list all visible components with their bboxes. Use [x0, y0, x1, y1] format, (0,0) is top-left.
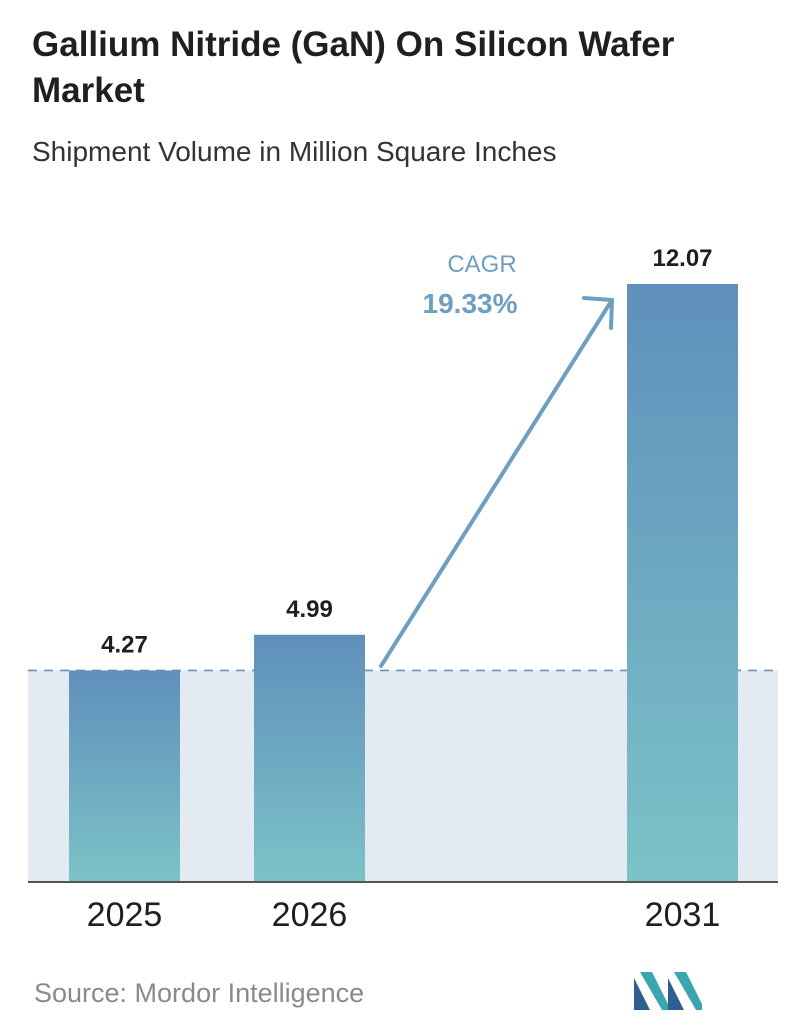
- cagr-arrow: [379, 296, 614, 668]
- cagr-arrow-head: [582, 296, 614, 330]
- chart-subtitle: Shipment Volume in Million Square Inches: [32, 136, 557, 167]
- category-label-2026: 2026: [272, 896, 348, 934]
- bar-chart: 4.27 4.99 12.07 2025 2026 2031 CAGR 19.33%: [28, 245, 778, 934]
- bar-2025: [69, 670, 180, 882]
- cagr-label: CAGR: [447, 251, 516, 278]
- category-label-2031: 2031: [645, 896, 721, 934]
- category-label-2025: 2025: [87, 896, 163, 934]
- source-text: Source: Mordor Intelligence: [34, 978, 365, 1008]
- bar-2026: [254, 634, 365, 882]
- cagr-value: 19.33%: [423, 288, 518, 319]
- chart-title: Gallium Nitride (GaN) On Silicon Wafer M…: [32, 25, 675, 110]
- value-label-2026: 4.99: [286, 596, 333, 623]
- mordor-intelligence-logo-icon: [634, 972, 702, 1010]
- value-label-2031: 12.07: [652, 245, 712, 272]
- cagr-arrow-shaft: [379, 298, 614, 668]
- bar-2031: [627, 284, 738, 882]
- value-label-2025: 4.27: [101, 631, 148, 658]
